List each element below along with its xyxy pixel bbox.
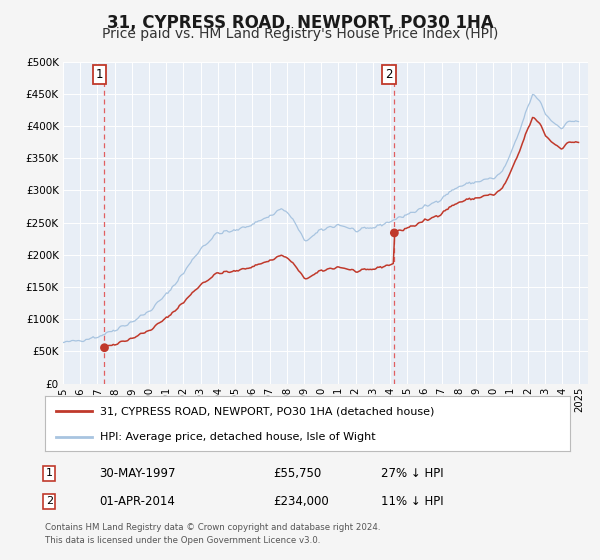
- Text: 27% ↓ HPI: 27% ↓ HPI: [381, 466, 443, 480]
- Text: 2: 2: [46, 496, 53, 506]
- Text: Price paid vs. HM Land Registry's House Price Index (HPI): Price paid vs. HM Land Registry's House …: [102, 27, 498, 41]
- Text: 31, CYPRESS ROAD, NEWPORT, PO30 1HA (detached house): 31, CYPRESS ROAD, NEWPORT, PO30 1HA (det…: [100, 407, 434, 416]
- Text: £234,000: £234,000: [273, 494, 329, 508]
- Text: This data is licensed under the Open Government Licence v3.0.: This data is licensed under the Open Gov…: [45, 536, 320, 545]
- Text: 1: 1: [46, 468, 53, 478]
- Text: 30-MAY-1997: 30-MAY-1997: [99, 466, 176, 480]
- Text: 2: 2: [385, 68, 393, 81]
- Text: 01-APR-2014: 01-APR-2014: [99, 494, 175, 508]
- Point: [389, 228, 399, 237]
- Text: 31, CYPRESS ROAD, NEWPORT, PO30 1HA: 31, CYPRESS ROAD, NEWPORT, PO30 1HA: [107, 14, 493, 32]
- Text: Contains HM Land Registry data © Crown copyright and database right 2024.: Contains HM Land Registry data © Crown c…: [45, 523, 380, 532]
- Text: HPI: Average price, detached house, Isle of Wight: HPI: Average price, detached house, Isle…: [100, 432, 376, 442]
- Point: [100, 343, 109, 352]
- Text: 1: 1: [95, 68, 103, 81]
- Text: 11% ↓ HPI: 11% ↓ HPI: [381, 494, 443, 508]
- Text: £55,750: £55,750: [273, 466, 321, 480]
